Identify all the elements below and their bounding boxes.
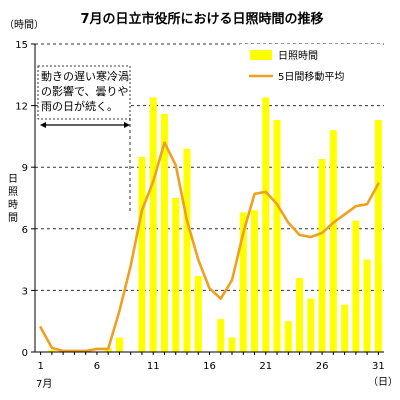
bar-sunshine-hours [194, 276, 202, 352]
annotation-arrowhead-left [40, 122, 46, 128]
y-axis-label-char: 日 [8, 174, 18, 185]
bar-sunshine-hours [363, 259, 371, 352]
y-tick-label: 6 [22, 225, 28, 236]
bar-sunshine-hours [352, 220, 360, 352]
y-axis-label-char: 照 [8, 186, 18, 198]
chart-title: 7月の日立市役所における日照時間の推移 [80, 11, 323, 27]
legend-label: 5日間移動平均 [278, 70, 344, 83]
y-tick-label: 3 [22, 286, 28, 297]
y-tick-label: 0 [22, 348, 28, 359]
bar-sunshine-hours [296, 278, 304, 352]
x-tick-label: 11 [147, 361, 160, 372]
bar-sunshine-hours [341, 304, 349, 352]
bar-sunshine-hours [284, 321, 292, 352]
line-5day-moving-average [39, 141, 380, 353]
annotation-text-line: 動きの遅い寒冷渦 [41, 69, 129, 83]
bar-sunshine-hours [183, 148, 191, 352]
x-tick-label: 31 [372, 361, 385, 372]
x-tick-label: 1 [37, 361, 43, 372]
annotation-text-line: 雨の日が続く。 [41, 99, 118, 113]
x-tick-label: 21 [259, 361, 272, 372]
legend-label: 日照時間 [278, 50, 318, 62]
y-axis-label: 日照時間 [8, 174, 18, 224]
bar-sunshine-hours [273, 119, 281, 353]
y-tick-label: 12 [15, 102, 28, 113]
y-axis-label-char: 時 [8, 199, 18, 211]
bar-sunshine-hours [138, 156, 146, 352]
bar-sunshine-hours [228, 337, 236, 352]
bar-sunshine-hours [115, 337, 123, 352]
bar-sunshine-hours [374, 119, 382, 353]
y-tick-label: 15 [15, 40, 28, 51]
annotation-arrowhead-right [124, 122, 130, 128]
x-tick-label: 6 [94, 361, 100, 372]
bar-sunshine-hours [149, 97, 157, 353]
y-axis-unit: （時間） [4, 19, 44, 31]
bar-sunshine-hours [239, 212, 247, 352]
y-tick-label: 9 [22, 163, 28, 174]
annotation-text-line: の影響で、曇りや [41, 84, 129, 98]
bar-sunshine-hours [318, 158, 326, 352]
bar-sunshine-hours [160, 113, 168, 353]
bar-sunshine-hours [217, 319, 225, 352]
x-tick-label: 16 [203, 361, 216, 372]
legend-swatch-bar [250, 50, 272, 60]
legend: 日照時間 5日間移動平均 [240, 44, 380, 86]
bar-sunshine-hours [329, 130, 337, 352]
x-tick-label: 26 [316, 361, 329, 372]
bar-sunshine-hours [262, 97, 270, 353]
x-axis-unit: （日） [368, 376, 398, 388]
annotation-box [37, 65, 131, 120]
x-axis-month-label: 7月 [36, 378, 52, 390]
bar-sunshine-hours [48, 349, 56, 352]
bar-sunshine-hours [251, 210, 259, 352]
bar-sunshine-hours [172, 198, 180, 352]
bar-sunshine-hours [307, 298, 315, 352]
y-axis-label-char: 間 [8, 212, 18, 224]
